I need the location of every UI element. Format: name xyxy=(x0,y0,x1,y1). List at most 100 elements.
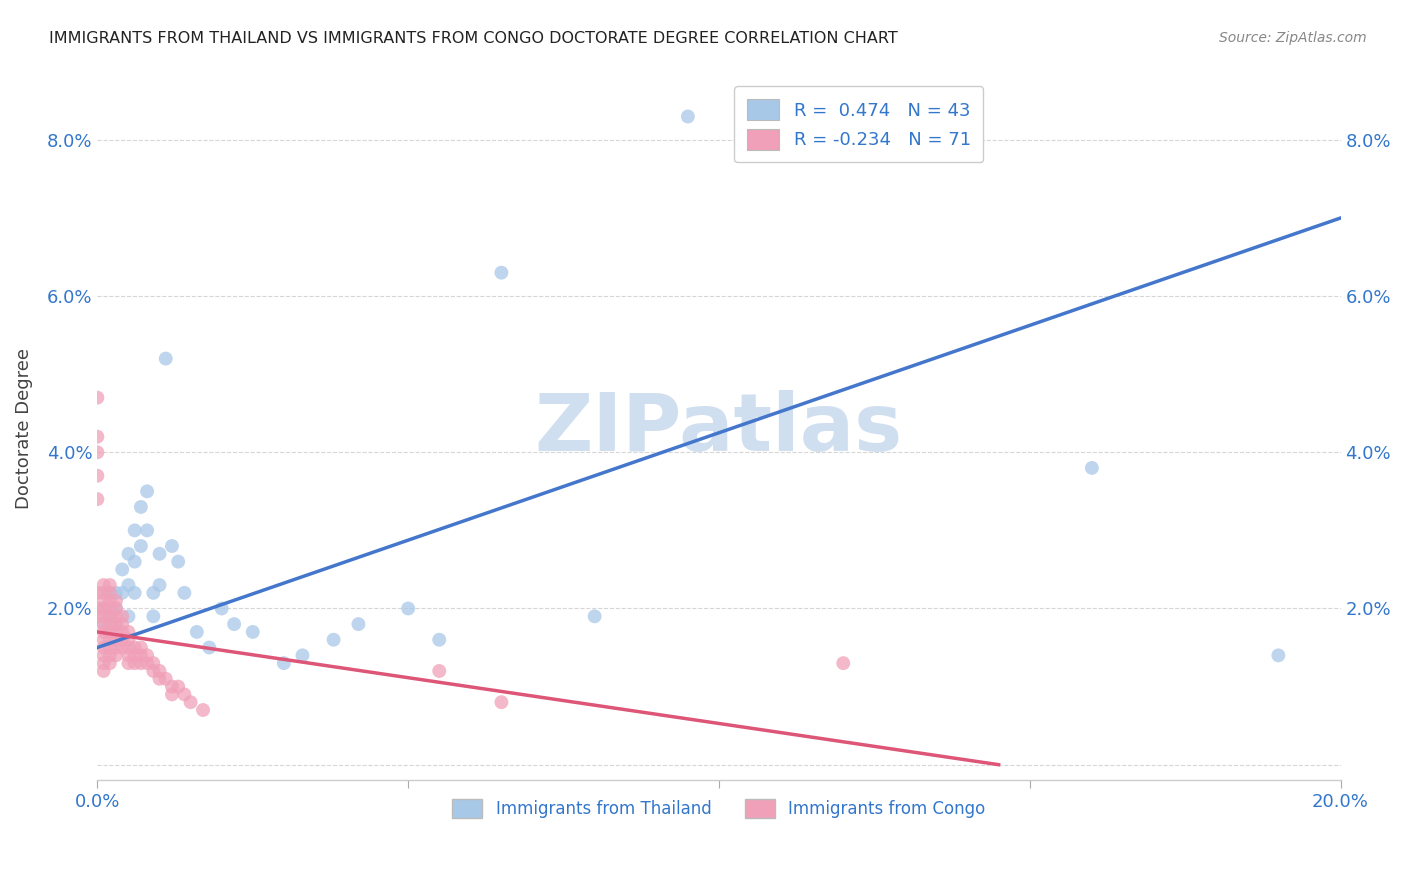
Point xyxy=(124,656,146,670)
Point xyxy=(291,648,314,663)
Point xyxy=(93,609,115,624)
Point xyxy=(111,624,134,639)
Point xyxy=(136,648,159,663)
Point xyxy=(160,539,183,553)
Point xyxy=(105,617,128,632)
Point xyxy=(117,624,139,639)
Text: ZIPatlas: ZIPatlas xyxy=(534,390,903,468)
Point xyxy=(93,601,115,615)
Point xyxy=(124,648,146,663)
Point xyxy=(273,656,295,670)
Point xyxy=(491,266,513,280)
Point xyxy=(93,586,115,600)
Point xyxy=(117,640,139,655)
Point xyxy=(173,687,195,701)
Point xyxy=(160,680,183,694)
Point xyxy=(117,656,139,670)
Point xyxy=(98,632,121,647)
Point xyxy=(105,632,128,647)
Point xyxy=(180,695,202,709)
Point xyxy=(224,617,246,632)
Point xyxy=(105,601,128,615)
Point xyxy=(98,624,121,639)
Point xyxy=(105,586,128,600)
Point xyxy=(93,624,115,639)
Point xyxy=(583,609,606,624)
Point xyxy=(98,586,121,600)
Point xyxy=(98,601,121,615)
Point xyxy=(124,586,146,600)
Point xyxy=(86,586,108,600)
Point xyxy=(160,687,183,701)
Point xyxy=(93,632,115,647)
Point xyxy=(98,609,121,624)
Point xyxy=(98,586,121,600)
Point xyxy=(198,640,221,655)
Point xyxy=(105,601,128,615)
Point xyxy=(86,492,108,507)
Point xyxy=(117,547,139,561)
Point xyxy=(93,601,115,615)
Point xyxy=(148,664,170,678)
Point xyxy=(105,648,128,663)
Point xyxy=(86,445,108,459)
Point xyxy=(427,632,450,647)
Point xyxy=(93,593,115,607)
Point xyxy=(86,609,108,624)
Point xyxy=(167,555,190,569)
Point xyxy=(93,656,115,670)
Point xyxy=(93,648,115,663)
Point xyxy=(98,640,121,655)
Point xyxy=(93,640,115,655)
Point xyxy=(98,578,121,592)
Point xyxy=(111,609,134,624)
Point xyxy=(1081,461,1104,475)
Point xyxy=(129,648,152,663)
Point xyxy=(98,609,121,624)
Point xyxy=(347,617,370,632)
Point xyxy=(155,672,177,686)
Point xyxy=(396,601,419,615)
Point xyxy=(173,586,195,600)
Point xyxy=(142,664,165,678)
Point xyxy=(111,617,134,632)
Point xyxy=(136,524,159,538)
Point xyxy=(93,617,115,632)
Point xyxy=(832,656,855,670)
Point xyxy=(129,539,152,553)
Point xyxy=(124,555,146,569)
Point xyxy=(105,617,128,632)
Point xyxy=(148,578,170,592)
Point xyxy=(129,640,152,655)
Point xyxy=(98,656,121,670)
Point xyxy=(124,640,146,655)
Point xyxy=(117,648,139,663)
Point xyxy=(142,586,165,600)
Point xyxy=(124,524,146,538)
Point xyxy=(111,632,134,647)
Point xyxy=(186,624,208,639)
Point xyxy=(322,632,344,647)
Point xyxy=(191,703,214,717)
Point xyxy=(167,680,190,694)
Point xyxy=(86,391,108,405)
Point xyxy=(111,562,134,576)
Point xyxy=(105,640,128,655)
Point xyxy=(86,468,108,483)
Point xyxy=(1267,648,1289,663)
Point xyxy=(117,632,139,647)
Point xyxy=(93,664,115,678)
Point xyxy=(117,609,139,624)
Point xyxy=(86,601,108,615)
Point xyxy=(105,624,128,639)
Text: IMMIGRANTS FROM THAILAND VS IMMIGRANTS FROM CONGO DOCTORATE DEGREE CORRELATION C: IMMIGRANTS FROM THAILAND VS IMMIGRANTS F… xyxy=(49,31,898,46)
Point xyxy=(136,484,159,499)
Point xyxy=(491,695,513,709)
Point xyxy=(93,617,115,632)
Point xyxy=(98,593,121,607)
Point xyxy=(211,601,233,615)
Point xyxy=(155,351,177,366)
Point xyxy=(86,430,108,444)
Text: Source: ZipAtlas.com: Source: ZipAtlas.com xyxy=(1219,31,1367,45)
Point xyxy=(93,578,115,592)
